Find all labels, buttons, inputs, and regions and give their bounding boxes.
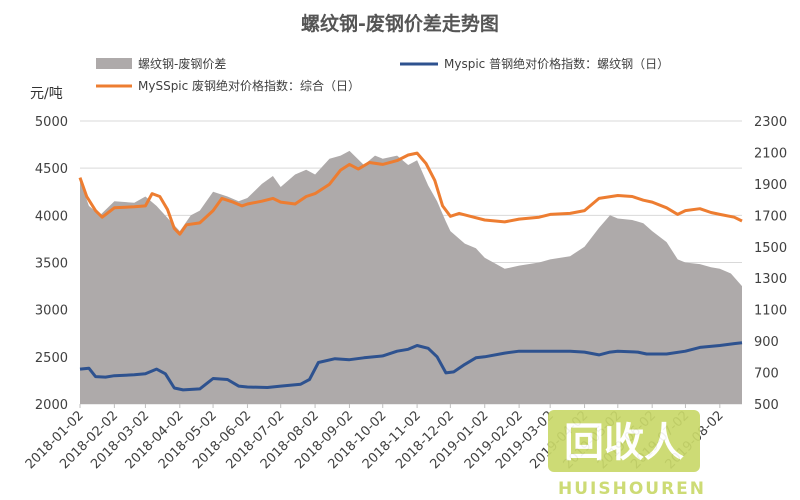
right-tick-label: 2300 [754,115,787,130]
right-tick-label: 1900 [754,178,787,193]
legend-label-spread: 螺纹钢-废钢价差 [138,56,226,71]
legend-label-rebar: Myspic 普钢绝对价格指数：螺纹钢（日） [444,56,669,71]
rebar-index-line [79,341,743,392]
right-tick-label: 900 [754,335,779,350]
left-tick-label: 4500 [35,162,68,177]
right-tick-label: 700 [754,367,779,382]
left-tick-label: 5000 [35,115,68,130]
right-tick-label: 500 [754,398,779,413]
right-tick-label: 2100 [754,146,787,161]
left-tick-label: 3000 [35,304,68,319]
spread-area [80,150,742,404]
right-axis-ticks: 500 700 900 1100 1300 1500 1700 1900 2100 2300 [754,115,787,413]
watermark-logo: 回收人 HUISHOUREN [548,410,706,499]
legend: 螺纹钢-废钢价差 Myspic 普钢绝对价格指数：螺纹钢（日） MySSpic … [96,56,669,93]
legend-swatch-spread [96,58,132,69]
left-tick-label: 2000 [35,398,68,413]
left-axis-ticks: 2000 2500 3000 3500 4000 4500 5000 [35,115,68,413]
right-tick-label: 1300 [754,272,787,287]
watermark-glyph-text: 回收人 [564,420,684,466]
price-lines-layer [78,151,743,392]
legend-label-scrap: MySSpic 废钢绝对价格指数：综合（日） [138,78,360,93]
right-tick-label: 1500 [754,241,787,256]
watermark-box [548,410,700,472]
chart-title: 螺纹钢-废钢价差走势图 [301,12,499,35]
right-tick-label: 1100 [754,304,787,319]
right-tick-label: 1700 [754,209,787,224]
left-tick-label: 4000 [35,209,68,224]
left-tick-label: 3500 [35,257,68,272]
y-axis-unit-label: 元/吨 [30,86,63,102]
spread-area-layer [80,150,742,404]
scrap-index-line [78,151,743,236]
watermark-subtext: HUISHOUREN [558,479,706,499]
left-tick-label: 2500 [35,351,68,366]
